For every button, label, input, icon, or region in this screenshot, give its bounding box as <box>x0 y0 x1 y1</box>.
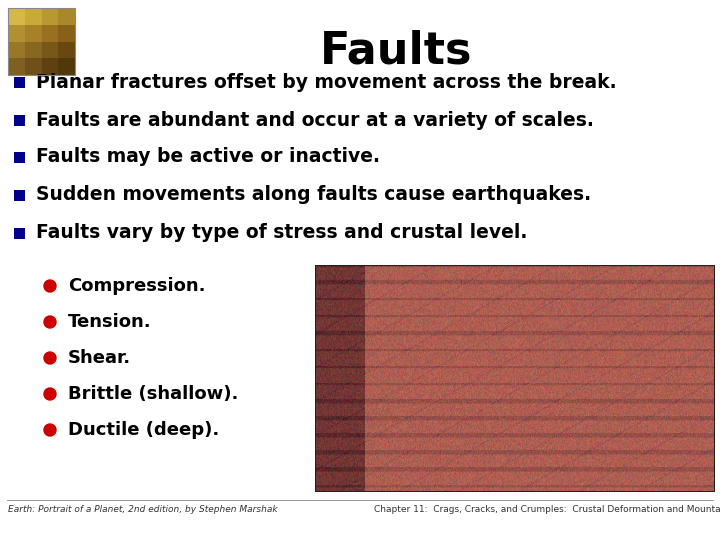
Bar <box>24 8 42 25</box>
Bar <box>42 8 58 25</box>
Bar <box>14 77 25 87</box>
Bar <box>58 8 75 25</box>
Circle shape <box>44 352 56 364</box>
Bar <box>58 25 75 42</box>
Circle shape <box>44 280 56 292</box>
Bar <box>14 190 25 200</box>
Bar <box>42 25 58 42</box>
Text: Faults are abundant and occur at a variety of scales.: Faults are abundant and occur at a varie… <box>36 111 594 130</box>
Circle shape <box>44 316 56 328</box>
Bar <box>8 25 24 42</box>
Text: Tension.: Tension. <box>68 313 152 331</box>
Bar <box>8 8 75 75</box>
Bar <box>58 58 75 75</box>
Bar <box>24 42 42 58</box>
Bar <box>14 227 25 239</box>
Text: Sudden movements along faults cause earthquakes.: Sudden movements along faults cause eart… <box>36 186 591 205</box>
Text: Earth: Portrait of a Planet, 2nd edition, by Stephen Marshak: Earth: Portrait of a Planet, 2nd edition… <box>8 505 278 515</box>
Bar <box>24 25 42 42</box>
Text: Brittle (shallow).: Brittle (shallow). <box>68 385 238 403</box>
Bar <box>24 58 42 75</box>
Text: Planar fractures offset by movement across the break.: Planar fractures offset by movement acro… <box>36 72 616 91</box>
Text: Ductile (deep).: Ductile (deep). <box>68 421 220 439</box>
Text: Compression.: Compression. <box>68 277 205 295</box>
Text: Chapter 11:  Crags, Cracks, and Crumples:  Crustal Deformation and Mountain Buil: Chapter 11: Crags, Cracks, and Crumples:… <box>374 505 720 515</box>
Circle shape <box>44 388 56 400</box>
Bar <box>8 8 24 25</box>
Bar <box>8 58 24 75</box>
Circle shape <box>44 424 56 436</box>
Bar <box>58 42 75 58</box>
Bar <box>42 58 58 75</box>
Text: Shear.: Shear. <box>68 349 131 367</box>
Bar <box>42 42 58 58</box>
Bar <box>14 114 25 125</box>
Bar <box>14 152 25 163</box>
Bar <box>8 42 24 58</box>
Text: Faults may be active or inactive.: Faults may be active or inactive. <box>36 147 380 166</box>
Text: Faults: Faults <box>320 30 472 73</box>
Text: Faults vary by type of stress and crustal level.: Faults vary by type of stress and crusta… <box>36 224 527 242</box>
